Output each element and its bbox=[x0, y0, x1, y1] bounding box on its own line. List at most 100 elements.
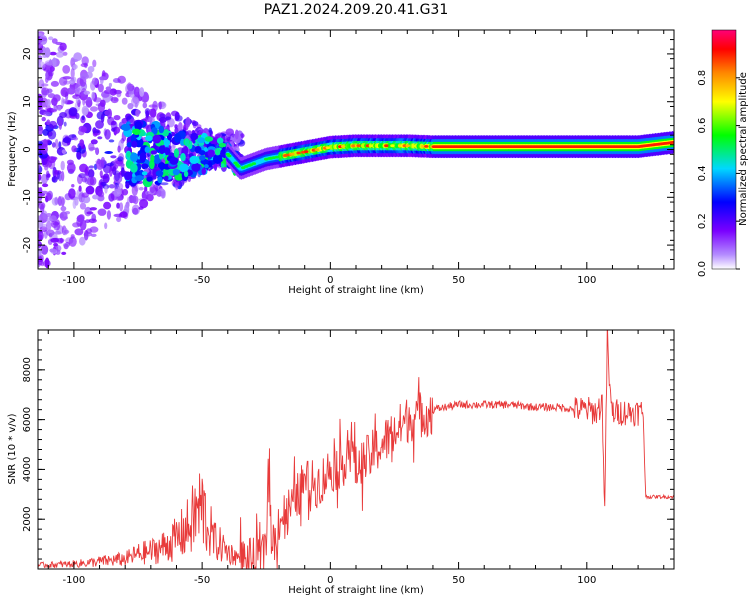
spectrogram-noise-blob bbox=[159, 182, 169, 186]
spectrogram-noise-blob bbox=[50, 237, 60, 243]
spectrogram-noise-blob bbox=[158, 101, 162, 110]
spectrogram-signal-blob bbox=[155, 170, 164, 177]
spectrogram-noise-blob bbox=[95, 147, 99, 155]
spectrogram-noise-blob bbox=[49, 65, 55, 72]
spectrogram-noise-blob bbox=[110, 96, 119, 104]
spectrogram-noise-blob bbox=[43, 111, 51, 117]
spectrogram-signal-blob bbox=[191, 163, 201, 172]
spectrogram-ridge-segment bbox=[304, 150, 309, 154]
spectrogram-signal-blob bbox=[134, 121, 143, 131]
spectrogram-noise-blob bbox=[40, 261, 45, 267]
spectrogram-signal-blob bbox=[197, 137, 206, 144]
spectrogram-noise-blob bbox=[83, 90, 91, 95]
spectrogram-noise-blob bbox=[81, 56, 89, 66]
spectrogram-signal-blob bbox=[150, 150, 158, 155]
spectrogram-ridge-segment bbox=[421, 144, 426, 148]
y-tick-label: 2000 bbox=[22, 506, 33, 531]
spectrogram-noise-blob bbox=[72, 222, 81, 228]
spectrogram-noise-blob bbox=[81, 105, 89, 116]
spectrogram-signal-blob bbox=[180, 153, 186, 162]
spectrogram-noise-blob bbox=[46, 173, 51, 178]
spectrogram-signal-blob bbox=[132, 128, 141, 135]
spectrogram-signal-blob bbox=[173, 148, 179, 158]
snr-x-axis-label: Height of straight line (km) bbox=[288, 585, 424, 596]
snr-ticks: -100 -50 0 50 100 2000 4000 6000 8000 bbox=[22, 329, 674, 586]
spectrogram-noise-blob bbox=[72, 76, 77, 83]
spectrogram-noise-blob bbox=[93, 97, 102, 103]
spectrogram-signal-blob bbox=[214, 148, 221, 156]
spectrogram-noise-blob bbox=[148, 104, 158, 108]
spectrogram-noise-blob bbox=[72, 64, 78, 70]
spectrogram-noise-blob bbox=[44, 165, 49, 171]
spectrogram-noise-blob bbox=[114, 170, 120, 182]
spectrogram-ridge-segment bbox=[411, 144, 417, 148]
spectrogram-noise-blob bbox=[38, 61, 41, 66]
spectrogram-noise-blob bbox=[78, 173, 86, 179]
spectrogram-noise-blob bbox=[62, 99, 68, 104]
spectrogram-noise-blob bbox=[44, 47, 51, 58]
spectrogram-signal-blob bbox=[190, 132, 199, 141]
spectrogram-noise-blob bbox=[92, 194, 99, 200]
spectrogram-noise-blob bbox=[45, 229, 55, 237]
spectrogram-noise-blob bbox=[53, 242, 59, 247]
spectrogram-noise-blob bbox=[68, 107, 78, 117]
spectrogram-noise-blob bbox=[159, 113, 166, 118]
spectrogram-noise-blob bbox=[62, 65, 71, 74]
spectrogram-signal-blob bbox=[131, 140, 138, 148]
spectrogram-noise-blob bbox=[74, 83, 81, 92]
spectrogram-noise-blob bbox=[79, 236, 86, 246]
spectrogram-noise-blob bbox=[48, 120, 58, 129]
spectrogram-noise-blob bbox=[187, 175, 191, 182]
spectrogram-noise-blob bbox=[117, 75, 126, 84]
spectrogram-noise-blob bbox=[68, 236, 77, 247]
x-tick-label: -100 bbox=[63, 275, 86, 286]
spectrogram-signal-blob bbox=[121, 123, 131, 131]
spectrogram-noise-blob bbox=[192, 121, 199, 127]
spectrogram-noise-blob bbox=[59, 237, 64, 244]
spectrogram-noise-blob bbox=[63, 243, 69, 250]
spectrogram-noise-blob bbox=[46, 119, 51, 126]
spectrogram-signal-blob bbox=[158, 125, 165, 134]
x-tick-label: -50 bbox=[194, 575, 210, 586]
spectrogram-x-axis-label: Height of straight line (km) bbox=[288, 285, 424, 296]
spectrogram-signal-blob bbox=[183, 145, 189, 156]
spectrogram-ridge-segment bbox=[341, 145, 346, 148]
spectrogram-noise-blob bbox=[214, 133, 221, 139]
spectrogram-noise-blob bbox=[97, 83, 104, 93]
spectrogram-noise-blob bbox=[38, 37, 47, 42]
spectrogram-noise-blob bbox=[104, 129, 111, 140]
spectrogram-noise-blob bbox=[160, 190, 166, 199]
spectrogram-noise-blob bbox=[90, 106, 98, 112]
spectrogram-noise-blob bbox=[117, 156, 124, 162]
spectrogram-noise-blob bbox=[59, 213, 64, 219]
spectrogram-noise-blob bbox=[159, 116, 167, 123]
spectrogram-noise-blob bbox=[38, 215, 41, 223]
spectrogram-noise-blob bbox=[80, 126, 87, 133]
spectrogram-noise-blob bbox=[85, 185, 95, 195]
spectrogram-noise-blob bbox=[81, 176, 88, 183]
x-tick-label: -50 bbox=[194, 275, 210, 286]
snr-y-axis-label: SNR (10 * v/v) bbox=[7, 413, 18, 484]
spectrogram-noise-blob bbox=[78, 185, 82, 192]
spectrogram-noise-blob bbox=[38, 230, 44, 241]
spectrogram-noise-blob bbox=[62, 76, 72, 80]
spectrogram-noise-blob bbox=[38, 124, 43, 136]
spectrogram-noise-blob bbox=[104, 186, 108, 194]
spectrogram-noise-blob bbox=[116, 90, 122, 98]
spectrogram-noise-blob bbox=[79, 202, 87, 210]
spectrogram-noise-blob bbox=[126, 196, 131, 205]
x-tick-label: 0 bbox=[327, 275, 333, 286]
spectrogram-noise-blob bbox=[79, 219, 87, 231]
spectrogram-noise-blob bbox=[95, 120, 104, 129]
spectrogram-noise-blob bbox=[47, 93, 56, 99]
spectrogram-noise-blob bbox=[47, 129, 57, 140]
spectrogram-noise-blob bbox=[80, 73, 89, 80]
spectrogram-noise-blob bbox=[108, 184, 116, 189]
spectrogram-noise-blob bbox=[41, 116, 46, 122]
spectrogram-noise-blob bbox=[54, 138, 59, 149]
spectrogram-noise-blob bbox=[106, 210, 111, 220]
spectrogram-noise-blob bbox=[85, 96, 93, 108]
spectrogram-noise-blob bbox=[103, 89, 113, 94]
spectrogram-noise-blob bbox=[132, 207, 139, 215]
